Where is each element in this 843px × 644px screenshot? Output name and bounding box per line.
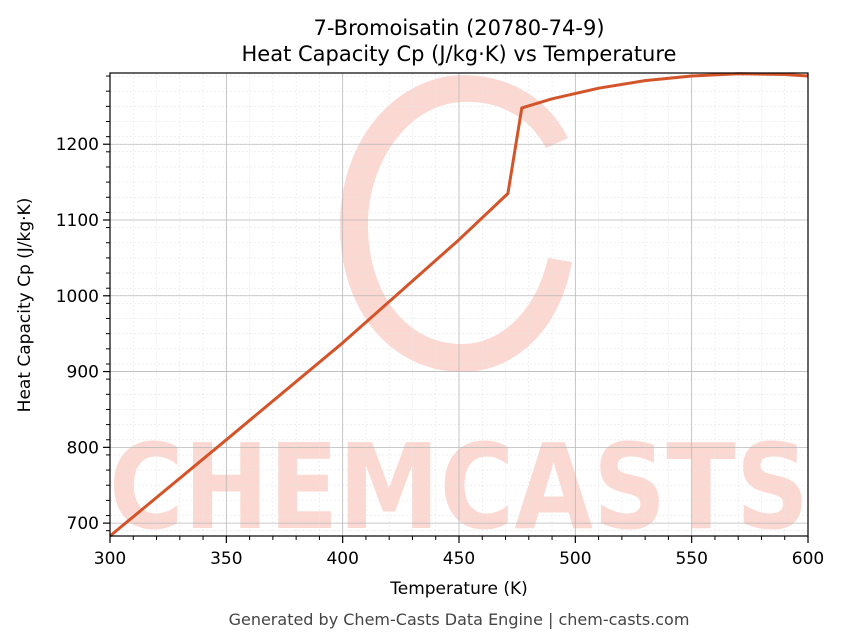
y-tick-label: 800 [67, 438, 99, 458]
x-tick-label: 300 [94, 549, 126, 569]
y-axis-label: Heat Capacity Cp (J/kg·K) [15, 198, 35, 413]
y-axis: 700 800 900 1000 1100 1200 [56, 75, 110, 534]
x-tick-label: 600 [792, 549, 824, 569]
x-axis: 300 350 400 450 500 550 600 [94, 536, 824, 569]
x-tick-label: 350 [210, 549, 242, 569]
chart-subtitle: Heat Capacity Cp (J/kg·K) vs Temperature [242, 42, 677, 66]
y-tick-label: 1000 [56, 287, 99, 307]
heat-capacity-line [109, 72, 809, 538]
x-tick-label: 450 [443, 549, 475, 569]
x-tick-label: 500 [559, 549, 591, 569]
y-tick-label: 1200 [56, 135, 99, 155]
y-tick-label: 900 [67, 363, 99, 383]
chart-title: 7-Bromoisatin (20780-74-9) [313, 16, 604, 40]
x-tick-label: 550 [675, 549, 707, 569]
x-tick-label: 400 [326, 549, 358, 569]
x-axis-label: Temperature (K) [389, 579, 528, 599]
y-tick-label: 700 [67, 514, 99, 534]
y-tick-label: 1100 [56, 211, 99, 231]
footer-credit: Generated by Chem-Casts Data Engine | ch… [229, 610, 690, 629]
